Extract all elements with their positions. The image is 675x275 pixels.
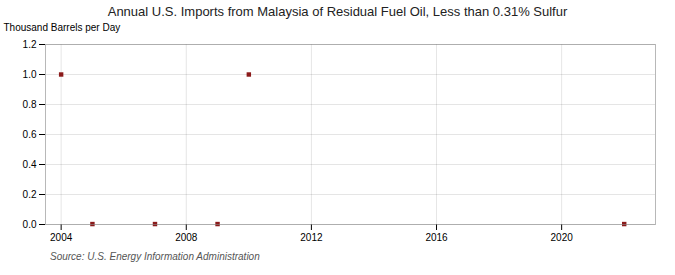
svg-text:2016: 2016	[425, 232, 448, 243]
svg-text:1.0: 1.0	[23, 69, 37, 80]
svg-text:Thousand Barrels per Day: Thousand Barrels per Day	[4, 22, 121, 33]
svg-text:0.6: 0.6	[23, 129, 37, 140]
html-text:Annual U.S. Imports from Malay: Annual U.S. Imports from Malaysia of Res…	[107, 4, 568, 19]
svg-text:2020: 2020	[551, 232, 574, 243]
svg-text:0.0: 0.0	[23, 219, 37, 230]
svg-text:2004: 2004	[50, 232, 73, 243]
svg-text:0.8: 0.8	[23, 99, 37, 110]
svg-text:0.4: 0.4	[23, 159, 37, 170]
svg-text:2012: 2012	[300, 232, 323, 243]
svg-text:0.2: 0.2	[23, 189, 37, 200]
html-text:Source: U.S. Energy Informatio: Source: U.S. Energy Information Administ…	[50, 251, 260, 262]
svg-text:1.2: 1.2	[23, 39, 37, 50]
svg-text:2008: 2008	[175, 232, 198, 243]
